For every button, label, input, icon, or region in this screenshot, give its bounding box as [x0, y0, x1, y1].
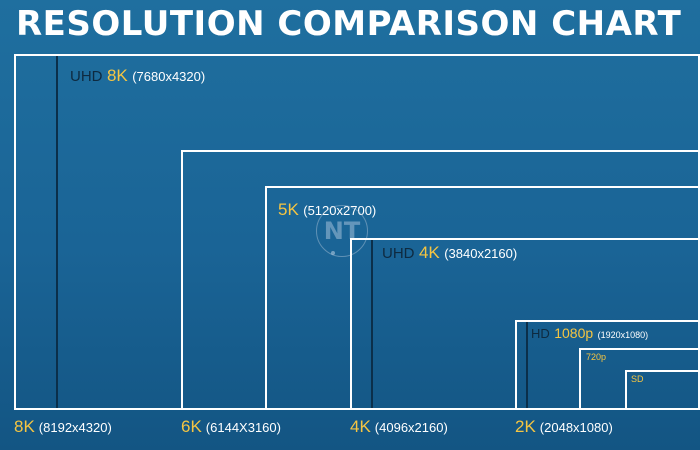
bottom-label-6k: 6K (6144X3160)	[181, 417, 281, 437]
label-uhd-8k-res: (7680x4320)	[132, 69, 206, 84]
label-1080p-name: 1080p	[554, 325, 594, 341]
watermark-dot	[331, 251, 335, 255]
label-uhd-4k-name: 4K	[418, 243, 440, 262]
label-uhd-8k-prefix: UHD	[70, 68, 103, 85]
bottom-label-4k-res: (4096x2160)	[374, 420, 448, 435]
bottom-label-6k-name: 6K	[181, 417, 202, 436]
label-720p: 720p	[586, 352, 607, 362]
chart-title: RESOLUTION COMPARISON CHART	[16, 4, 682, 44]
divider-uhd-8k	[56, 56, 58, 408]
bottom-label-2k: 2K (2048x1080)	[515, 417, 613, 437]
label-5k-name: 5K	[278, 200, 299, 219]
label-sd: SD	[631, 374, 644, 384]
label-uhd-4k: UHD 4K (3840x2160)	[382, 243, 517, 263]
label-uhd-4k-res: (3840x2160)	[444, 246, 518, 261]
bottom-label-8k: 8K (8192x4320)	[14, 417, 112, 437]
bottom-label-2k-name: 2K	[515, 417, 536, 436]
label-uhd-8k: UHD 8K (7680x4320)	[70, 66, 205, 86]
bottom-label-2k-res: (2048x1080)	[539, 420, 613, 435]
label-uhd-4k-prefix: UHD	[382, 245, 415, 262]
divider-hd-1080p	[526, 322, 528, 408]
bottom-label-8k-res: (8192x4320)	[38, 420, 112, 435]
label-hd-1080p: HD 1080p (1920x1080)	[531, 325, 648, 343]
watermark-logo: NT	[316, 205, 368, 257]
label-uhd-8k-name: 8K	[106, 66, 128, 85]
bottom-label-6k-res: (6144X3160)	[205, 420, 281, 435]
label-hd-prefix: HD	[531, 326, 550, 341]
bottom-label-8k-name: 8K	[14, 417, 35, 436]
divider-uhd-4k	[371, 240, 373, 408]
label-1080p-res: (1920x1080)	[597, 330, 649, 340]
bottom-label-4k-name: 4K	[350, 417, 371, 436]
box-sd	[625, 370, 700, 410]
bottom-label-4k: 4K (4096x2160)	[350, 417, 448, 437]
